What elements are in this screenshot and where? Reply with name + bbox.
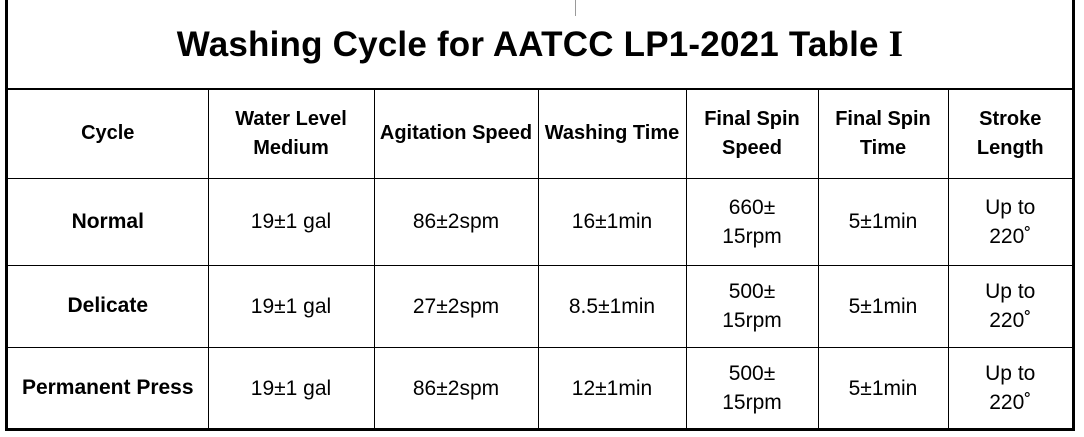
stroke-length-value: Up to 220˚ (985, 362, 1036, 415)
agitation-speed-cell: 86±2spm (373, 177, 539, 266)
final-spin-speed-value: 500± 15rpm (722, 362, 782, 415)
header-stroke-length: Stroke Length (947, 90, 1072, 179)
cycle-name-cell: Delicate (8, 264, 209, 348)
table-title: Washing Cycle for AATCC LP1-2021 Table I (177, 23, 903, 66)
top-divider-stub (575, 0, 576, 16)
final-spin-speed-value: 660± 15rpm (722, 195, 782, 248)
table-title-numeral: I (888, 23, 904, 65)
header-washing-time: Washing Time (537, 90, 687, 179)
header-final-spin-time: Final Spin Time (817, 90, 949, 179)
washing-time-cell: 8.5±1min (537, 264, 687, 348)
table-row: Normal 19±1 gal 86±2spm 16±1min 660± 15r… (8, 177, 1072, 266)
final-spin-speed-cell: 500± 15rpm (685, 264, 819, 348)
header-final-spin-speed: Final Spin Speed (685, 90, 819, 179)
final-spin-speed-cell: 500± 15rpm (685, 346, 819, 429)
stroke-length-value: Up to 220˚ (985, 280, 1036, 332)
table-frame: Washing Cycle for AATCC LP1-2021 Table I… (5, 0, 1075, 431)
washing-time-cell: 16±1min (537, 177, 687, 266)
water-level-cell: 19±1 gal (207, 264, 375, 348)
table-row: Permanent Press 19±1 gal 86±2spm 12±1min… (8, 346, 1072, 429)
final-spin-speed-cell: 660± 15rpm (685, 177, 819, 266)
agitation-speed-cell: 27±2spm (373, 264, 539, 348)
header-water-level: Water Level Medium (207, 90, 375, 179)
cycle-name-cell: Normal (8, 177, 209, 266)
header-row: Cycle Water Level Medium Agitation Speed… (8, 90, 1072, 179)
final-spin-time-cell: 5±1min (817, 177, 949, 266)
washing-cycle-table: Cycle Water Level Medium Agitation Speed… (8, 90, 1072, 429)
agitation-speed-cell: 86±2spm (373, 346, 539, 429)
table-title-text: Washing Cycle for AATCC LP1-2021 Table (176, 24, 879, 64)
washing-time-cell: 12±1min (537, 346, 687, 429)
water-level-cell: 19±1 gal (207, 177, 375, 266)
header-agitation-speed: Agitation Speed (373, 90, 539, 179)
table-row: Delicate 19±1 gal 27±2spm 8.5±1min 500± … (8, 264, 1072, 348)
final-spin-time-cell: 5±1min (817, 264, 949, 348)
stroke-length-cell: Up to 220˚ (947, 177, 1072, 266)
title-row: Washing Cycle for AATCC LP1-2021 Table I (8, 0, 1072, 90)
stroke-length-cell: Up to 220˚ (947, 264, 1072, 348)
water-level-cell: 19±1 gal (207, 346, 375, 429)
stroke-length-value: Up to 220˚ (985, 195, 1036, 248)
final-spin-speed-value: 500± 15rpm (722, 280, 782, 332)
final-spin-time-cell: 5±1min (817, 346, 949, 429)
header-cycle: Cycle (8, 90, 209, 179)
stroke-length-cell: Up to 220˚ (947, 346, 1072, 429)
cycle-name-cell: Permanent Press (8, 346, 209, 429)
